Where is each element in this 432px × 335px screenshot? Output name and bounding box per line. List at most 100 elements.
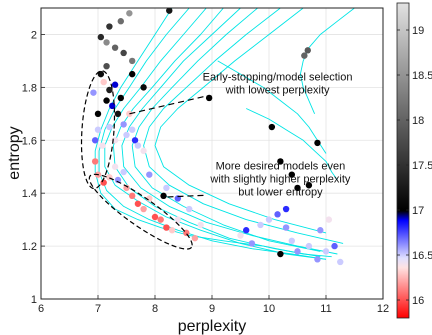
data-point (106, 86, 113, 94)
colorbar-tick-label: 18.5 (412, 70, 432, 82)
data-point (126, 110, 133, 118)
trajectory-line (217, 60, 327, 154)
data-point (126, 10, 133, 17)
data-point (268, 123, 276, 131)
annotation-text: but lower entropy (238, 186, 323, 198)
data-point (111, 44, 119, 51)
data-point (90, 89, 97, 96)
data-point (243, 227, 250, 234)
y-tick-label: 1 (31, 294, 37, 306)
axis-ticks: 6 7 8 9 10 11 12 1 1.2 1.4 1.6 1.8 2 (22, 29, 389, 315)
data-point (117, 94, 125, 102)
y-tick-label: 2 (31, 29, 37, 41)
data-point (282, 224, 290, 231)
data-point (317, 227, 324, 234)
data-point (103, 39, 110, 46)
annotation-text: Early-stopping/model selection (203, 72, 353, 84)
data-point (205, 94, 213, 102)
data-point (97, 33, 105, 41)
x-tick-label: 7 (95, 303, 101, 315)
data-point (166, 8, 173, 14)
annotation-arrow (163, 194, 204, 198)
data-point (140, 84, 147, 91)
data-point (331, 242, 338, 250)
y-tick-label: 1.2 (22, 241, 37, 253)
data-point (314, 139, 321, 147)
data-point (151, 213, 159, 221)
lowest-perplexity-ellipse (80, 70, 116, 190)
data-point (277, 158, 284, 165)
x-tick-label: 9 (209, 303, 215, 315)
data-point (294, 184, 301, 192)
annotation-text: with slightly higher perplexity (209, 173, 351, 185)
data-point (111, 163, 119, 170)
data-point (248, 240, 256, 247)
data-point (191, 234, 199, 242)
colorbar-tick-label: 16.5 (412, 250, 432, 262)
data-point (103, 97, 110, 104)
data-point (301, 52, 308, 59)
y-tick-label: 1.6 (22, 135, 37, 147)
data-point (186, 205, 193, 213)
data-point (282, 205, 290, 213)
data-point (197, 221, 204, 229)
trajectory-line (121, 8, 338, 255)
trajectory-line (104, 8, 327, 260)
data-point (134, 142, 142, 149)
x-axis-label: perplexity (178, 318, 246, 335)
x-tick-label: 12 (377, 303, 389, 315)
data-point (97, 70, 105, 78)
data-point (163, 184, 170, 192)
colorbar-tick-label: 17 (412, 205, 424, 217)
x-tick-label: 11 (320, 303, 331, 315)
y-axis-label: entropy (6, 126, 23, 179)
trajectory-line (246, 108, 338, 181)
data-point (140, 205, 147, 213)
data-point (288, 237, 295, 244)
y-tick-label: 1.4 (22, 188, 37, 200)
data-point (91, 137, 99, 144)
data-point (294, 248, 301, 255)
highlight-ellipses (80, 70, 193, 250)
data-point (129, 70, 136, 78)
data-point (100, 78, 107, 86)
data-point (337, 258, 344, 266)
trajectory-line (154, 8, 327, 234)
trajectory-line (131, 8, 321, 252)
x-tick-label: 6 (38, 303, 44, 315)
data-point (140, 147, 147, 155)
annotation-text: with lowest perplexity (225, 85, 330, 97)
data-point (277, 250, 284, 258)
data-point (120, 121, 127, 128)
lower-entropy-ellipse (88, 173, 193, 250)
data-point (129, 126, 136, 133)
data-point (103, 62, 110, 70)
colorbar: 16 16.5 17 17.5 18 18.5 19 (396, 2, 432, 319)
data-point (146, 171, 153, 178)
data-point (168, 227, 176, 234)
data-point (120, 168, 127, 176)
data-point (163, 224, 170, 231)
data-point (91, 158, 99, 165)
data-point (134, 200, 142, 207)
data-point (305, 182, 313, 189)
data-point (160, 192, 167, 200)
y-tick-label: 1.8 (22, 82, 37, 94)
data-point (314, 256, 321, 263)
x-tick-label: 10 (263, 303, 275, 315)
trajectory-line (143, 8, 344, 244)
data-point (99, 142, 106, 149)
data-point (94, 110, 102, 118)
data-point (157, 216, 164, 223)
data-point (129, 192, 136, 200)
data-point (123, 184, 130, 192)
data-point (114, 110, 122, 118)
data-point (100, 179, 107, 186)
colorbar-tick-label: 19 (412, 25, 424, 37)
data-point (117, 18, 125, 25)
data-point (111, 81, 119, 88)
trajectory-line (112, 8, 321, 258)
data-point (304, 47, 311, 54)
